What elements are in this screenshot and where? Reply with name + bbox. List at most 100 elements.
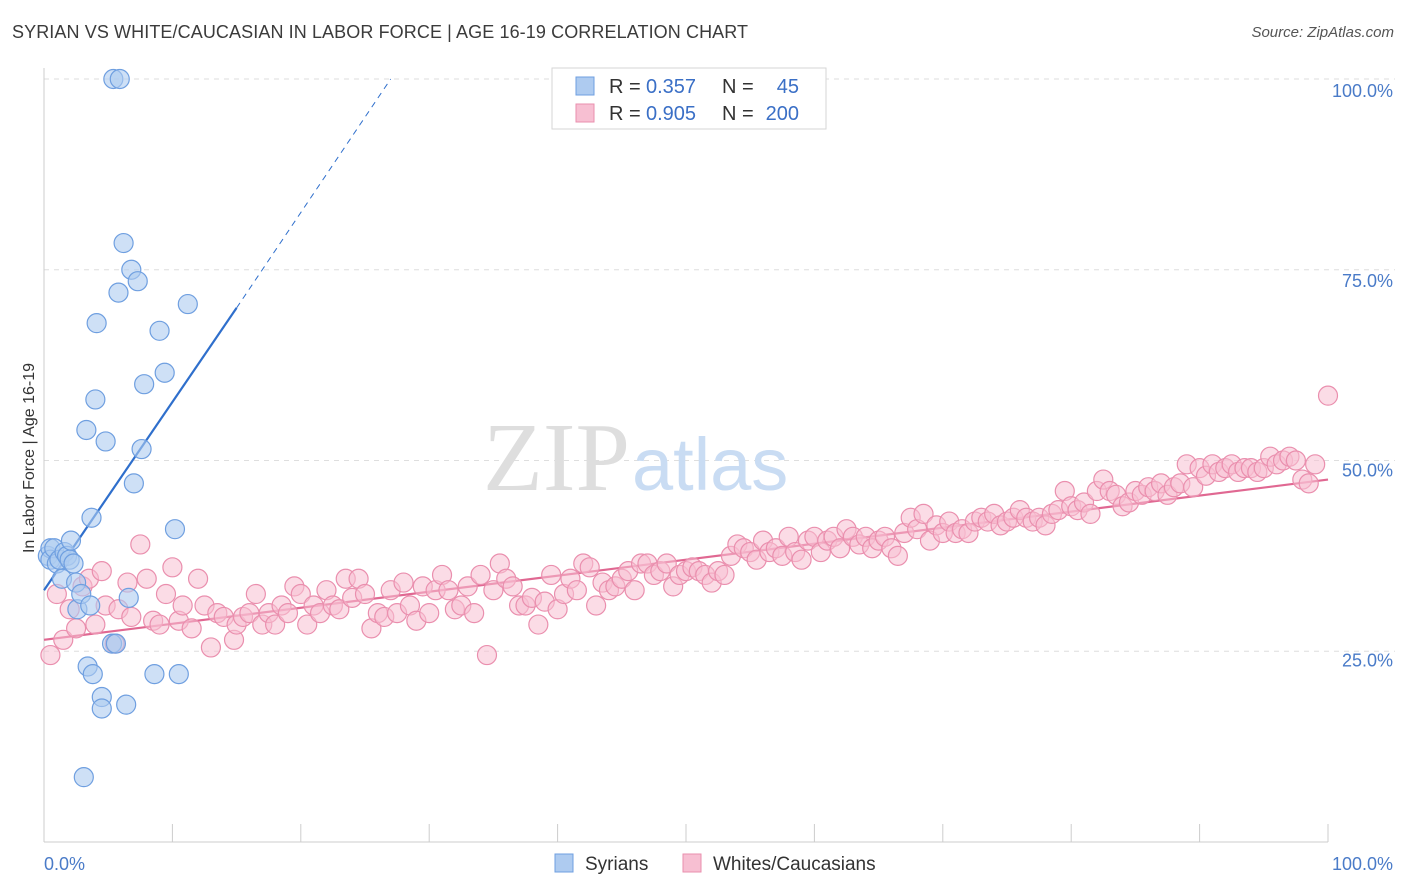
point-syrians-20 xyxy=(82,664,103,685)
series-whites-caucasians xyxy=(40,385,1339,666)
point-whites-15 xyxy=(136,568,157,589)
bottom-legend-label-syrians: Syrians xyxy=(585,854,648,875)
point-whites-84 xyxy=(579,557,600,578)
watermark-zip: ZIP xyxy=(483,404,630,512)
point-whites-25 xyxy=(200,637,222,658)
legend: R = 0.357 N = 45 R = 0.905 N = 200 xyxy=(551,67,827,130)
point-syrians-44 xyxy=(177,293,198,315)
bottom-legend-swatch-whites xyxy=(682,853,702,873)
point-whites-19 xyxy=(162,557,183,578)
legend-r-value-0: 0.357 xyxy=(646,76,696,98)
chart-source: Source: ZipAtlas.com xyxy=(1251,24,1394,41)
point-syrians-10 xyxy=(60,530,82,551)
point-whites-14 xyxy=(130,534,151,555)
bottom-legend: Syrians Whites/Caucasians xyxy=(554,853,876,875)
point-whites-85 xyxy=(586,595,607,616)
point-whites-8 xyxy=(91,561,112,582)
x-tick-label-1: 100.0% xyxy=(1332,854,1393,874)
legend-n-value-1: 200 xyxy=(766,103,799,125)
point-whites-196 xyxy=(1298,473,1319,494)
point-whites-62 xyxy=(438,580,459,601)
point-whites-198 xyxy=(1317,385,1339,406)
point-whites-68 xyxy=(476,644,498,666)
point-whites-66 xyxy=(464,602,485,624)
point-whites-49 xyxy=(354,583,376,605)
watermark: ZIP atlas xyxy=(483,404,788,512)
point-syrians-29 xyxy=(109,68,130,90)
point-whites-117 xyxy=(791,549,812,570)
point-whites-91 xyxy=(624,580,645,601)
point-whites-82 xyxy=(566,580,587,601)
point-whites-69 xyxy=(483,580,504,601)
point-whites-132 xyxy=(887,545,908,566)
point-syrians-11 xyxy=(63,553,84,574)
legend-r-value-1: 0.905 xyxy=(646,103,696,125)
point-syrians-33 xyxy=(118,587,139,608)
point-syrians-27 xyxy=(105,633,127,654)
point-syrians-32 xyxy=(116,694,137,715)
point-whites-22 xyxy=(181,618,202,639)
point-whites-39 xyxy=(290,583,311,605)
point-whites-96 xyxy=(656,553,677,574)
point-whites-13 xyxy=(121,606,142,628)
point-syrians-42 xyxy=(164,519,186,540)
point-whites-178 xyxy=(1183,477,1204,498)
legend-r-label-1: R = xyxy=(609,103,641,125)
point-syrians-37 xyxy=(131,438,152,460)
bottom-legend-label-whites: Whites/Caucasians xyxy=(713,854,876,875)
legend-n-label-0: N = xyxy=(722,76,754,98)
point-syrians-35 xyxy=(123,473,144,494)
point-whites-40 xyxy=(297,614,318,635)
point-whites-194 xyxy=(1285,450,1307,471)
y-tick-label-3: 100.0% xyxy=(1332,81,1393,101)
chart-title: SYRIAN VS WHITE/CAUCASIAN IN LABOR FORCE… xyxy=(12,22,749,42)
point-syrians-30 xyxy=(108,282,129,303)
point-syrians-43 xyxy=(168,664,189,685)
point-whites-7 xyxy=(85,614,106,635)
legend-box xyxy=(551,67,827,130)
point-whites-67 xyxy=(470,564,491,586)
legend-swatch-syrians xyxy=(575,76,595,96)
trend-lines xyxy=(43,78,1329,641)
x-tick-label-0: 0.0% xyxy=(44,854,85,874)
point-whites-72 xyxy=(502,576,523,597)
point-whites-76 xyxy=(528,614,549,635)
point-syrians-18 xyxy=(80,595,101,616)
point-syrians-15 xyxy=(73,767,94,788)
point-syrians-41 xyxy=(154,362,175,383)
point-whites-17 xyxy=(149,614,170,635)
point-whites-18 xyxy=(155,583,177,605)
axes xyxy=(43,68,1329,843)
point-whites-78 xyxy=(541,564,562,586)
point-syrians-22 xyxy=(86,313,107,334)
point-syrians-38 xyxy=(134,374,155,395)
series-syrians xyxy=(37,68,198,788)
point-whites-32 xyxy=(245,583,266,605)
legend-n-label-1: N = xyxy=(722,103,754,125)
bottom-legend-swatch-syrians xyxy=(554,853,574,873)
y-axis-label: In Labor Force | Age 16-19 xyxy=(21,363,38,553)
point-whites-65 xyxy=(457,576,478,597)
point-whites-55 xyxy=(393,572,414,593)
y-tick-label-0: 25.0% xyxy=(1342,650,1393,670)
point-whites-35 xyxy=(265,614,286,635)
legend-swatch-whites xyxy=(575,103,595,123)
point-whites-136 xyxy=(913,503,934,525)
point-whites-2 xyxy=(53,629,74,650)
legend-r-label-0: R = xyxy=(609,76,641,98)
point-whites-0 xyxy=(40,644,61,666)
point-whites-105 xyxy=(714,564,735,586)
point-whites-4 xyxy=(65,618,87,639)
y-tick-label-2: 75.0% xyxy=(1342,271,1393,291)
legend-n-value-0: 45 xyxy=(777,76,799,98)
point-whites-23 xyxy=(187,568,209,589)
point-syrians-25 xyxy=(95,431,116,452)
point-whites-197 xyxy=(1305,454,1326,475)
point-syrians-16 xyxy=(76,419,97,441)
tick-labels: 25.0% 50.0% 75.0% 100.0% 0.0% 100.0% xyxy=(44,81,1393,874)
point-whites-123 xyxy=(829,538,851,559)
point-syrians-24 xyxy=(91,698,112,719)
point-syrians-36 xyxy=(127,271,148,292)
trend-line-syrians-extension xyxy=(236,78,392,309)
